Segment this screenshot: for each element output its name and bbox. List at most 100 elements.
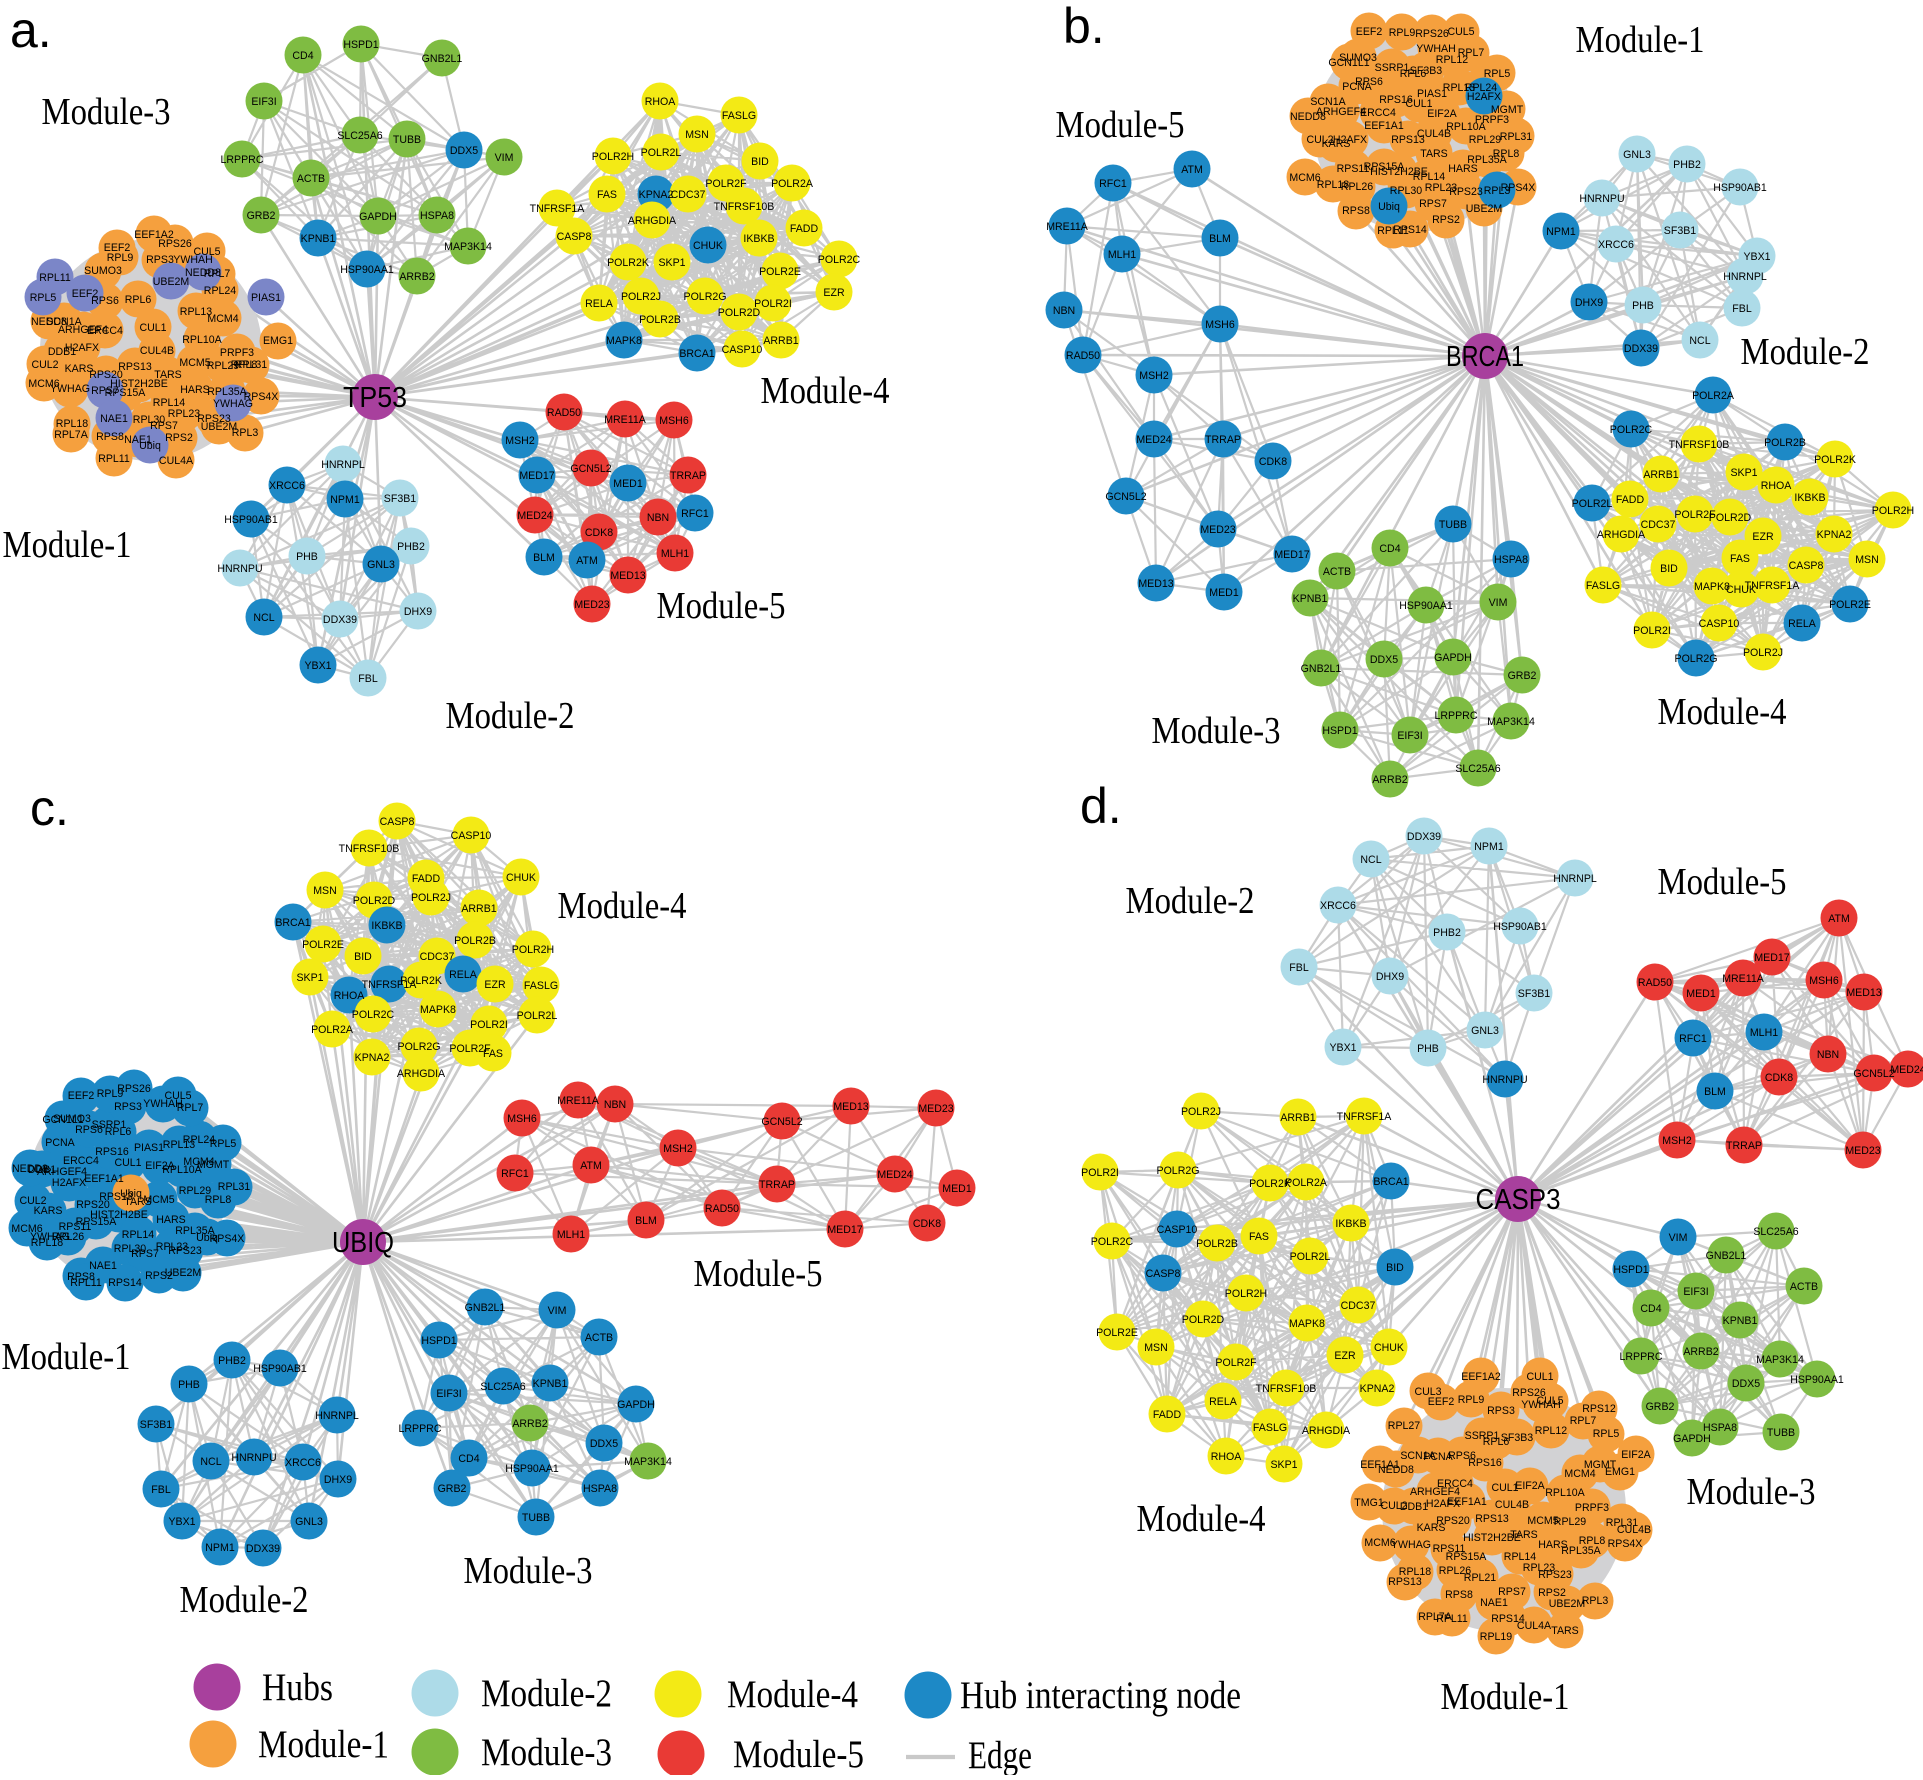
svg-text:MRE11A: MRE11A	[1046, 221, 1089, 233]
svg-text:RPS8: RPS8	[1445, 1589, 1473, 1601]
svg-text:EEF1A1: EEF1A1	[1360, 1459, 1400, 1471]
svg-text:LRPPRC: LRPPRC	[221, 154, 264, 166]
svg-text:ATM: ATM	[1181, 164, 1203, 176]
svg-text:RHOA: RHOA	[645, 96, 677, 108]
svg-text:CUL1: CUL1	[114, 1157, 141, 1169]
svg-text:RPL14: RPL14	[122, 1229, 154, 1241]
svg-text:EIF3I: EIF3I	[251, 96, 276, 108]
svg-text:MED1: MED1	[942, 1183, 972, 1195]
svg-text:MSH2: MSH2	[505, 435, 535, 447]
svg-text:SCN1A: SCN1A	[1310, 96, 1346, 108]
svg-text:ARRB2: ARRB2	[1683, 1346, 1718, 1358]
svg-text:RPL11: RPL11	[70, 1277, 102, 1289]
svg-text:POLR2D: POLR2D	[1182, 1314, 1225, 1326]
svg-text:TNFRSF10B: TNFRSF10B	[1669, 439, 1730, 451]
svg-text:TMG1: TMG1	[1354, 1497, 1384, 1509]
svg-text:HARS: HARS	[180, 384, 209, 396]
svg-text:POLR2C: POLR2C	[818, 254, 861, 266]
svg-text:TNFRSF1A: TNFRSF1A	[1337, 1111, 1393, 1123]
svg-text:RPL31: RPL31	[1500, 131, 1532, 143]
svg-text:SF3B1: SF3B1	[140, 1419, 172, 1431]
svg-text:RAD50: RAD50	[1638, 977, 1672, 989]
svg-text:RPL18: RPL18	[1317, 179, 1349, 191]
svg-text:POLR2E: POLR2E	[1829, 599, 1871, 611]
svg-text:RPL8: RPL8	[1579, 1535, 1606, 1547]
svg-text:RPL7: RPL7	[177, 1102, 204, 1114]
svg-text:MSN: MSN	[1144, 1342, 1168, 1354]
svg-text:HNRNPU: HNRNPU	[1579, 193, 1624, 205]
svg-text:HNRNPL: HNRNPL	[321, 459, 365, 471]
svg-text:HNRNPU: HNRNPU	[1482, 1074, 1527, 1086]
svg-text:CD4: CD4	[458, 1453, 479, 1465]
svg-text:CASP3: CASP3	[1476, 1184, 1561, 1216]
svg-text:HNRNPL: HNRNPL	[315, 1410, 359, 1422]
svg-text:RPL7: RPL7	[1458, 47, 1485, 59]
svg-text:CUL1: CUL1	[139, 322, 166, 334]
svg-text:MSN: MSN	[313, 885, 337, 897]
svg-text:HSPA8: HSPA8	[420, 210, 454, 222]
svg-text:RPL5: RPL5	[1593, 1428, 1620, 1440]
svg-text:EEF1A2: EEF1A2	[1461, 1371, 1501, 1383]
svg-text:POLR2C: POLR2C	[1091, 1236, 1134, 1248]
svg-text:MAPK8: MAPK8	[606, 335, 642, 347]
svg-text:POLR2J: POLR2J	[1181, 1106, 1221, 1118]
svg-text:MLH1: MLH1	[661, 548, 689, 560]
svg-text:PHB2: PHB2	[1673, 159, 1701, 171]
svg-text:LRPPRC: LRPPRC	[399, 1423, 442, 1435]
svg-text:BLM: BLM	[635, 1215, 657, 1227]
svg-text:ARRB2: ARRB2	[512, 1418, 547, 1430]
svg-text:BLM: BLM	[1704, 1086, 1726, 1098]
svg-text:POLR2F: POLR2F	[705, 178, 747, 190]
svg-text:TP53: TP53	[343, 382, 407, 414]
svg-text:RPS15A: RPS15A	[1364, 161, 1406, 173]
svg-text:DHX9: DHX9	[1376, 971, 1404, 983]
svg-text:SF3B3: SF3B3	[1410, 65, 1442, 77]
svg-text:ATM: ATM	[1828, 913, 1850, 925]
svg-text:GCN1L1: GCN1L1	[42, 1114, 83, 1126]
svg-text:MED13: MED13	[1138, 578, 1173, 590]
svg-text:NBN: NBN	[647, 512, 669, 524]
svg-text:RHOA: RHOA	[334, 990, 366, 1002]
svg-text:EEF1A1: EEF1A1	[1364, 120, 1404, 132]
svg-text:POLR2D: POLR2D	[353, 895, 396, 907]
svg-text:EEF2: EEF2	[72, 288, 99, 300]
svg-text:b.: b.	[1063, 0, 1105, 54]
svg-text:FADD: FADD	[412, 873, 441, 885]
svg-text:GNL3: GNL3	[1623, 149, 1651, 161]
svg-text:SLC25A6: SLC25A6	[480, 1381, 525, 1393]
svg-text:MED1: MED1	[1686, 988, 1716, 1000]
svg-text:BRCA1: BRCA1	[679, 348, 714, 360]
svg-text:MAP3K14: MAP3K14	[1756, 1354, 1804, 1366]
svg-text:EIF2A: EIF2A	[1515, 1480, 1545, 1492]
svg-text:HNRNPU: HNRNPU	[217, 563, 262, 575]
svg-text:NEDD8: NEDD8	[1290, 111, 1326, 123]
svg-text:SKP1: SKP1	[1730, 467, 1757, 479]
svg-text:POLR2C: POLR2C	[352, 1009, 395, 1021]
svg-text:NPM1: NPM1	[1474, 841, 1504, 853]
svg-text:DDX5: DDX5	[1370, 654, 1398, 666]
svg-text:HNRNPL: HNRNPL	[1553, 873, 1597, 885]
svg-text:RELA: RELA	[449, 969, 478, 981]
svg-text:MSH2: MSH2	[663, 1143, 693, 1155]
svg-text:RPS11: RPS11	[1433, 1543, 1466, 1555]
svg-text:ATM: ATM	[580, 1160, 602, 1172]
svg-text:EZR: EZR	[484, 979, 506, 991]
svg-text:Module-2: Module-2	[1126, 880, 1255, 922]
svg-text:PHB: PHB	[178, 1379, 200, 1391]
svg-text:CHUK: CHUK	[506, 872, 536, 884]
svg-text:RPL8: RPL8	[1493, 148, 1520, 160]
svg-text:MRE11A: MRE11A	[1722, 973, 1765, 985]
svg-text:FADD: FADD	[1153, 1409, 1182, 1421]
svg-text:GAPDH: GAPDH	[617, 1399, 655, 1411]
svg-text:FAS: FAS	[483, 1048, 503, 1060]
svg-text:Hubs: Hubs	[262, 1666, 333, 1709]
svg-text:Module-1: Module-1	[1441, 1676, 1570, 1718]
svg-text:RELA: RELA	[1788, 618, 1817, 630]
svg-text:MED13: MED13	[610, 570, 645, 582]
svg-text:DDX39: DDX39	[323, 614, 357, 626]
svg-text:Module-5: Module-5	[1658, 861, 1787, 903]
svg-text:CUL4B: CUL4B	[1617, 1524, 1651, 1536]
svg-text:RPL5: RPL5	[1484, 68, 1511, 80]
svg-text:RPS16: RPS16	[1379, 94, 1413, 106]
svg-text:RPL12: RPL12	[1535, 1425, 1567, 1437]
